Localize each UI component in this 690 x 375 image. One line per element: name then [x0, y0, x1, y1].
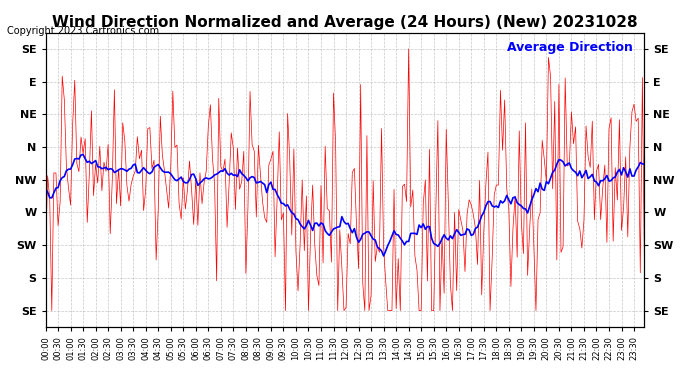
Title: Wind Direction Normalized and Average (24 Hours) (New) 20231028: Wind Direction Normalized and Average (2…: [52, 15, 638, 30]
Line: Average Direction: Average Direction: [46, 154, 644, 256]
Average Direction: [592, 180, 600, 184]
Text: Average Direction: Average Direction: [506, 41, 633, 54]
Average Direction: [559, 160, 567, 164]
Average Direction: [640, 162, 649, 166]
Average Direction: [380, 254, 388, 258]
Text: Copyright 2023 Cartronics.com: Copyright 2023 Cartronics.com: [7, 26, 159, 36]
Average Direction: [573, 174, 582, 178]
Average Direction: [346, 226, 355, 231]
Average Direction: [79, 152, 87, 157]
Average Direction: [41, 186, 50, 191]
Average Direction: [549, 170, 557, 175]
Average Direction: [96, 165, 104, 169]
